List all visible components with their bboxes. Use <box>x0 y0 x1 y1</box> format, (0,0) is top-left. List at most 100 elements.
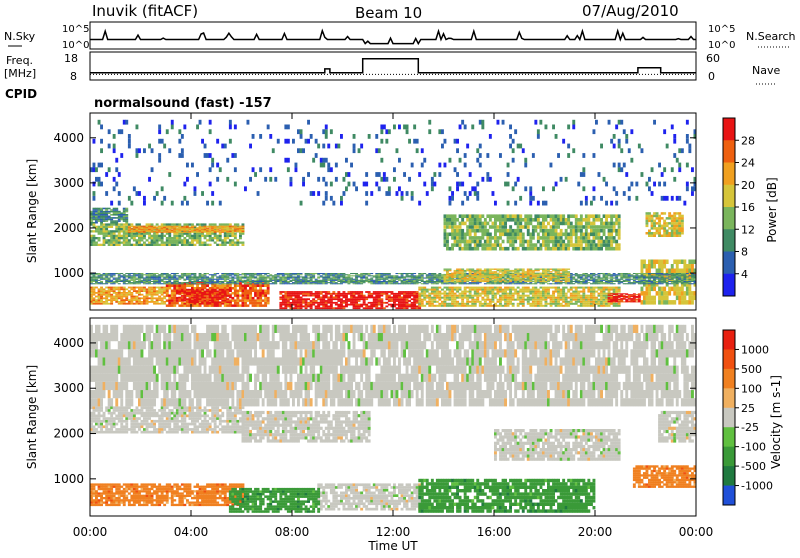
heatmap-cell <box>300 276 303 277</box>
heatmap-cell <box>512 281 515 282</box>
heatmap-cell <box>315 302 318 304</box>
heatmap-cell <box>189 295 192 297</box>
heatmap-cell <box>507 283 510 284</box>
heatmap-cell <box>476 289 479 291</box>
heatmap-cell <box>540 287 543 289</box>
heatmap-cell <box>625 280 628 281</box>
heatmap-cell <box>358 283 361 284</box>
heatmap-cell <box>279 283 282 284</box>
heatmap-cell <box>605 278 608 279</box>
heatmap-cell <box>153 283 156 284</box>
heatmap-cell <box>279 276 282 277</box>
heatmap-cell <box>570 287 573 289</box>
heatmap-cell <box>163 226 166 227</box>
heatmap-cell <box>593 287 596 289</box>
heatmap-cell <box>431 303 434 305</box>
heatmap-cell <box>118 226 121 228</box>
heatmap-cell <box>580 278 583 279</box>
heatmap-cell <box>408 291 411 293</box>
heatmap-cell <box>249 294 252 297</box>
heatmap-cell <box>380 282 383 283</box>
heatmap-cell <box>191 292 194 294</box>
heatmap-cell <box>277 279 280 280</box>
heatmap-cell <box>403 282 406 283</box>
heatmap-cell <box>206 298 209 300</box>
heatmap-cell <box>446 293 449 295</box>
heatmap-cell <box>242 304 245 307</box>
heatmap-cell <box>385 279 388 280</box>
heatmap-cell <box>479 301 482 303</box>
heatmap-cell <box>125 239 128 241</box>
heatmap-cell <box>199 283 202 284</box>
heatmap-cell <box>310 295 313 297</box>
heatmap-cell <box>100 290 103 292</box>
heatmap-cell <box>123 220 126 222</box>
heatmap-cell <box>173 226 176 227</box>
heatmap-cell <box>620 278 623 279</box>
heatmap-cell <box>668 276 671 277</box>
heatmap-cell <box>189 289 192 291</box>
heatmap-cell <box>449 289 452 291</box>
heatmap-cell <box>115 220 118 222</box>
heatmap-cell <box>360 280 363 281</box>
heatmap-cell <box>290 283 293 284</box>
heatmap-cell <box>454 305 457 307</box>
heatmap-cell <box>595 276 598 277</box>
heatmap-cell <box>302 282 305 283</box>
heatmap-cell <box>479 293 482 295</box>
heatmap-cell <box>411 273 414 274</box>
heatmap-cell <box>229 274 232 275</box>
heatmap-cell <box>671 283 674 284</box>
heatmap-cell <box>211 239 214 241</box>
heatmap-cell <box>668 281 671 282</box>
heatmap-cell <box>340 293 343 295</box>
heatmap-cell <box>358 291 361 293</box>
heatmap-cell <box>595 280 598 281</box>
heatmap-cell <box>136 287 139 289</box>
heatmap-cell <box>350 291 353 293</box>
heatmap-cell <box>204 292 207 294</box>
heatmap-cell <box>532 305 535 307</box>
heatmap-cell <box>686 264 689 269</box>
heatmap-cell <box>426 275 429 276</box>
heatmap-cell <box>345 293 348 295</box>
heatmap-cell <box>163 292 166 294</box>
heatmap-cell <box>118 242 121 244</box>
heatmap-cell <box>343 274 346 275</box>
heatmap-cell <box>136 281 139 282</box>
heatmap-cell <box>517 299 520 301</box>
heatmap-cell <box>191 281 194 282</box>
heatmap-cell <box>635 275 638 276</box>
heatmap-cell <box>123 208 126 210</box>
heatmap-cell <box>509 297 512 299</box>
heatmap-cell <box>264 299 267 302</box>
heatmap-cell <box>307 298 310 300</box>
heatmap-cell <box>370 280 373 281</box>
heatmap-cell <box>428 274 431 275</box>
heatmap-cell <box>148 226 151 227</box>
heatmap-cell <box>358 293 361 295</box>
heatmap-cell <box>461 293 464 295</box>
heatmap-cell <box>125 244 128 246</box>
heatmap-cell <box>325 282 328 283</box>
heatmap-cell <box>153 233 156 235</box>
heatmap-cell <box>408 281 411 282</box>
heatmap-cell <box>166 274 169 275</box>
heatmap-cell <box>201 278 204 279</box>
heatmap-cell <box>105 280 108 281</box>
heatmap-cell <box>327 297 330 299</box>
heatmap-cell <box>436 279 439 280</box>
heatmap-cell <box>350 275 353 276</box>
heatmap-cell <box>216 298 219 300</box>
heatmap-cell <box>287 302 290 304</box>
heatmap-cell <box>100 278 103 279</box>
heatmap-cell <box>360 274 363 275</box>
heatmap-cell <box>327 274 330 275</box>
heatmap-cell <box>302 280 305 281</box>
heatmap-cell <box>317 302 320 304</box>
heatmap-cell <box>229 294 232 296</box>
heatmap-cell <box>168 244 171 246</box>
heatmap-cell <box>618 300 621 301</box>
heatmap-cell <box>284 297 287 299</box>
heatmap-cell <box>337 293 340 295</box>
